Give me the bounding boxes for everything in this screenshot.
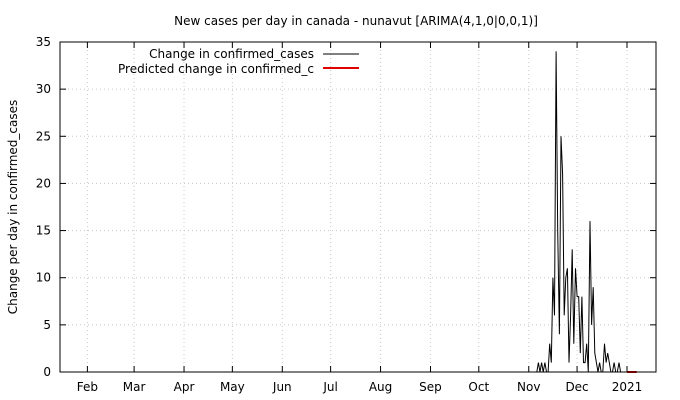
y-tick-label: 15 — [36, 224, 51, 238]
x-tick-label: Aug — [369, 380, 392, 394]
grid-lines — [60, 42, 656, 372]
y-tick-label: 10 — [36, 271, 51, 285]
x-tick-label: Mar — [123, 380, 146, 394]
x-tick-label: Jun — [272, 380, 292, 394]
plot-series — [528, 51, 637, 373]
x-tick-label: Sep — [419, 380, 442, 394]
series-line-actual — [528, 51, 622, 373]
x-tick-label: Feb — [77, 380, 98, 394]
y-tick-label: 20 — [36, 176, 51, 190]
x-tick-label: Nov — [517, 380, 540, 394]
y-tick-label: 0 — [43, 365, 51, 379]
y-tick-label: 30 — [36, 82, 51, 96]
y-tick-label: 25 — [36, 129, 51, 143]
chart-title: New cases per day in canada - nunavut [A… — [174, 14, 538, 28]
x-tick-label: Oct — [468, 380, 489, 394]
x-tick-label: Dec — [565, 380, 588, 394]
x-tick-label: Apr — [174, 380, 195, 394]
legend-label-actual: Change in confirmed_cases — [149, 47, 314, 61]
y-tick-label: 5 — [43, 318, 51, 332]
x-tick-label: 2021 — [612, 380, 643, 394]
y-tick-label: 35 — [36, 35, 51, 49]
legend: Change in confirmed_cases Predicted chan… — [118, 47, 359, 76]
y-axis-label: Change per day in confirmed_cases — [6, 100, 20, 315]
x-tick-label: Jul — [322, 380, 337, 394]
legend-label-predicted: Predicted change in confirmed_c — [118, 62, 314, 76]
x-tick-label: May — [220, 380, 245, 394]
plot-frame — [59, 41, 657, 373]
axes: 0 5 10 15 20 25 30 35 Feb Mar Apr May Jun Jul Aug Sep Oc… — [36, 35, 656, 394]
